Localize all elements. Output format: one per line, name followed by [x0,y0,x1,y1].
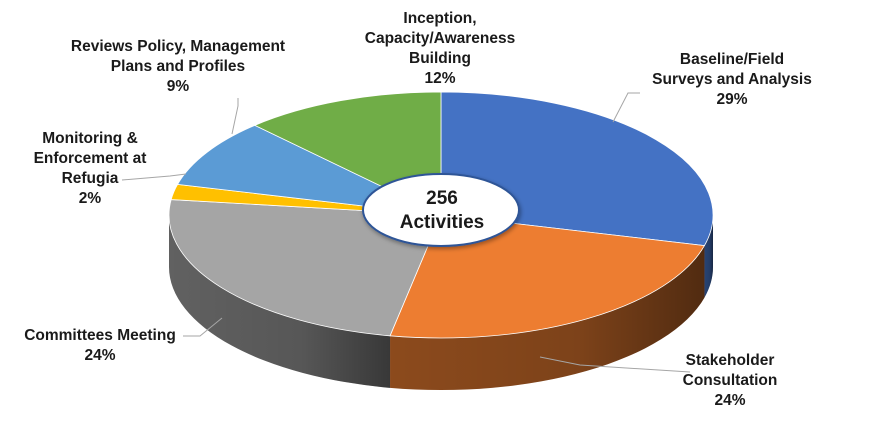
slice-percent: 24% [714,392,746,409]
slice-label-line: Surveys and Analysis [652,71,812,88]
pie-side-shading [169,215,391,388]
pie-slice-committees [168,199,442,337]
slice-label-line: Capacity/Awareness [364,30,516,47]
slice-label-line: Stakeholder [685,352,775,369]
slice-label-line: Inception, [403,10,477,27]
slice-label-stakeholder: Stakeholder Consultation 24% [660,351,800,411]
pie-side-shading [390,245,705,390]
slice-label-line: Refugia [61,170,119,187]
leader-line-monitoring [121,173,187,181]
leader-line-committees [183,317,223,337]
center-ellipse [362,173,520,247]
activities-count: 256 [426,188,458,209]
slice-label-baseline: Baseline/Field Surveys and Analysis 29% [622,50,842,110]
slice-label-monitoring: Monitoring & Enforcement at Refugia 2% [20,129,160,209]
pie-sides [169,215,713,390]
slice-label-inception: Inception, Capacity/Awareness Building 1… [345,9,535,89]
center-label: 256 Activities [362,176,522,246]
slice-percent: 12% [424,70,456,87]
leader-line-baseline [612,92,640,123]
leader-line-reviews [231,98,239,135]
slice-label-line: Baseline/Field [679,51,785,68]
leader-line-stakeholder [539,356,691,373]
slice-percent: 2% [78,190,102,207]
slice-label-line: Plans and Profiles [110,58,246,75]
slice-label-line: Consultation [682,372,778,389]
slice-percent: 29% [716,91,748,108]
pie-side-shading [704,215,713,298]
activities-unit: Activities [399,212,485,233]
slice-label-reviews: Reviews Policy, Management Plans and Pro… [52,37,304,97]
slice-label-line: Building [409,50,471,67]
slice-label-line: Reviews Policy, Management [70,38,286,55]
slice-percent: 9% [166,78,190,95]
slice-label-line: Monitoring & [42,130,138,147]
leader-lines [121,92,691,373]
slice-label-committees: Committees Meeting 24% [10,326,190,366]
slice-percent: 24% [84,347,116,364]
slice-label-line: Enforcement at [33,150,147,167]
slice-label-line: Committees Meeting [24,327,176,344]
pie-slice-stakeholder [389,214,706,339]
